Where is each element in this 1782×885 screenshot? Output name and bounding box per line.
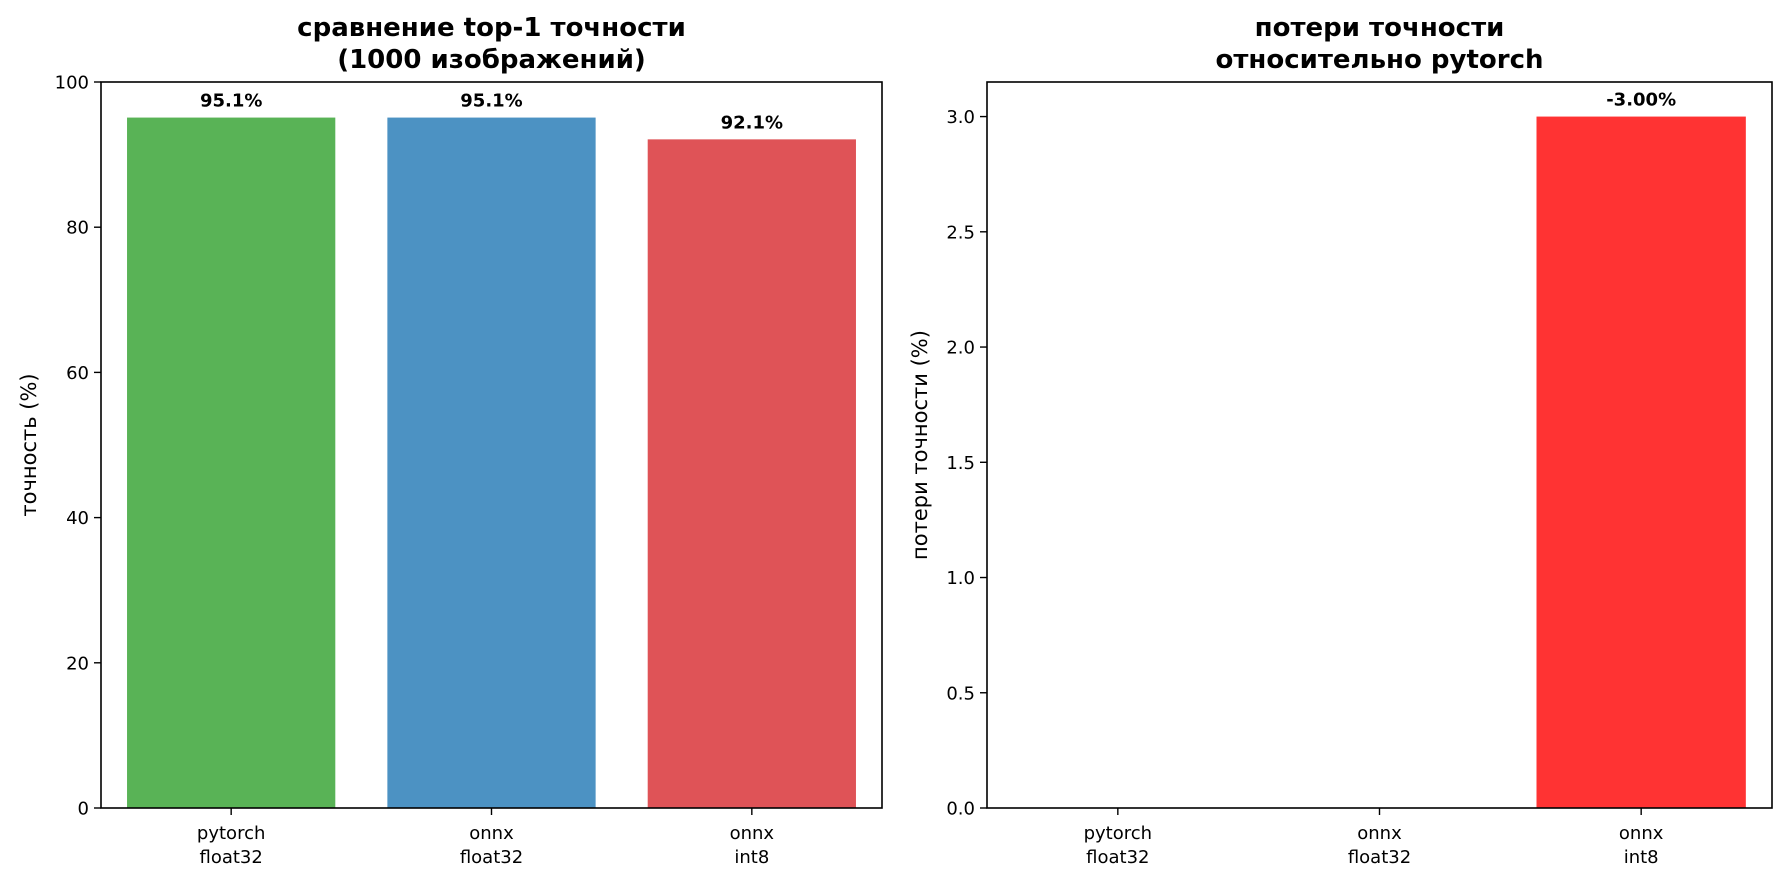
- x-tick-label: onnx: [730, 823, 775, 844]
- x-tick-label: float32: [1348, 847, 1411, 868]
- y-tick-label: 60: [66, 363, 89, 384]
- x-tick-label: pytorch: [197, 823, 265, 844]
- chart-title-line-1: сравнение top-1 точности: [297, 13, 686, 43]
- x-tick-label: onnx: [1357, 823, 1402, 844]
- y-tick-label: 40: [66, 508, 89, 529]
- y-tick-label: 3.0: [946, 107, 975, 128]
- bar-value-label: 95.1%: [200, 91, 262, 112]
- accuracy-comparison-chart: сравнение top-1 точности(1000 изображени…: [17, 13, 883, 868]
- bar-pytorch-float32: [127, 117, 336, 809]
- y-tick-label: 2.5: [946, 222, 975, 243]
- bar-value-label: 95.1%: [460, 91, 522, 112]
- bar-value-label: 92.1%: [721, 112, 783, 133]
- chart-title-line-2: относительно pytorch: [1215, 45, 1543, 75]
- bar-onnx-float32: [387, 117, 596, 809]
- chart-title-line-1: потери точности: [1255, 13, 1505, 43]
- bar-onnx-int8: [647, 139, 856, 808]
- x-tick-label: float32: [199, 847, 262, 868]
- x-tick-label: pytorch: [1084, 823, 1152, 844]
- x-tick-label: float32: [460, 847, 523, 868]
- x-tick-label: int8: [734, 847, 769, 868]
- y-tick-label: 0.5: [946, 683, 975, 704]
- x-tick-label: onnx: [469, 823, 514, 844]
- y-tick-label: 100: [55, 73, 89, 94]
- y-tick-label: 2.0: [946, 338, 975, 359]
- bar-value-label: -3.00%: [1606, 90, 1676, 111]
- y-tick-label: 1.0: [946, 568, 975, 589]
- y-tick-label: 80: [66, 218, 89, 239]
- x-tick-label: int8: [1624, 847, 1659, 868]
- x-tick-label: float32: [1086, 847, 1149, 868]
- bar-onnx-int8: [1536, 116, 1746, 809]
- y-tick-label: 0: [78, 799, 89, 820]
- y-axis-label: потери точности (%): [908, 330, 932, 560]
- y-tick-label: 1.5: [946, 453, 975, 474]
- x-tick-label: onnx: [1619, 823, 1664, 844]
- y-axis-label: точность (%): [17, 373, 41, 516]
- y-tick-label: 20: [66, 653, 89, 674]
- chart-title-line-2: (1000 изображений): [337, 45, 646, 75]
- y-tick-label: 0.0: [946, 799, 975, 820]
